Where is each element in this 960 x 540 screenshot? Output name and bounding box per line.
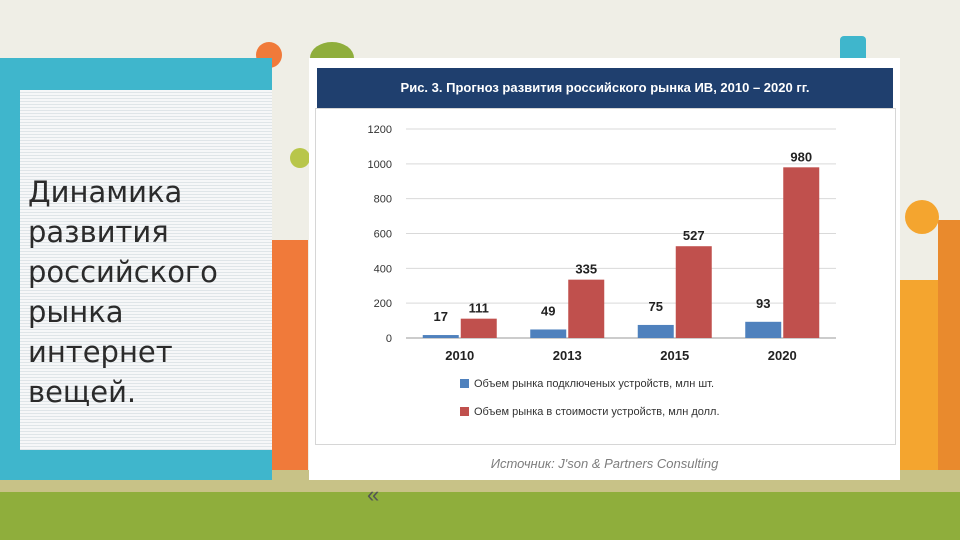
x-tick-label: 2010 [445, 348, 474, 363]
title-panel-inner: Динамика развития российского рынка инте… [20, 90, 272, 450]
legend-label: Объем рынка в стоимости устройств, млн д… [474, 406, 720, 418]
background-circle-icon [290, 148, 310, 168]
chart-figure: Рис. 3. Прогноз развития российского рын… [309, 58, 900, 480]
bar [745, 321, 782, 338]
y-tick-label: 400 [374, 263, 392, 275]
background-building [900, 280, 938, 470]
bar [422, 335, 459, 338]
data-label: 980 [790, 149, 812, 164]
y-tick-label: 1200 [368, 124, 392, 136]
background-building [938, 220, 960, 470]
data-label: 17 [434, 309, 448, 324]
legend-swatch [460, 379, 469, 388]
legend-label: Объем рынка подключеных устройств, млн ш… [474, 378, 714, 390]
background-building [272, 240, 308, 470]
x-tick-label: 2015 [660, 348, 689, 363]
chart-area: 0 200 400 600 800 1000 1200 17 111 2010 49 335 2013 7… [315, 108, 896, 445]
slide-title: Динамика развития российского рынка инте… [28, 175, 218, 409]
figure-source: Источник: J'son & Partners Consulting [490, 456, 719, 471]
bar [637, 324, 674, 338]
data-label: 335 [575, 262, 597, 277]
x-tick-label: 2013 [553, 348, 582, 363]
title-panel: Динамика развития российского рынка инте… [0, 58, 272, 480]
data-label: 75 [649, 299, 663, 314]
data-label: 49 [541, 303, 555, 318]
bar [783, 167, 820, 338]
y-tick-label: 0 [386, 333, 392, 345]
x-tick-label: 2020 [768, 348, 797, 363]
data-label: 93 [756, 296, 770, 311]
y-tick-label: 200 [374, 298, 392, 310]
y-tick-label: 800 [374, 194, 392, 206]
y-tick-label: 600 [374, 229, 392, 241]
bar-chart: 0 200 400 600 800 1000 1200 17 111 2010 49 335 2013 7… [368, 124, 836, 418]
bar [568, 279, 605, 338]
legend-swatch [460, 407, 469, 416]
bar [530, 329, 567, 338]
data-label: 527 [683, 228, 705, 243]
background-circle-icon [840, 36, 866, 62]
bar [675, 246, 712, 338]
figure-header: Рис. 3. Прогноз развития российского рын… [317, 68, 893, 108]
bar [460, 318, 497, 338]
y-tick-label: 1000 [368, 159, 392, 171]
data-label: 111 [469, 301, 489, 316]
double-chevron-left-icon[interactable]: « [367, 482, 380, 507]
background-circle-icon [905, 200, 939, 234]
